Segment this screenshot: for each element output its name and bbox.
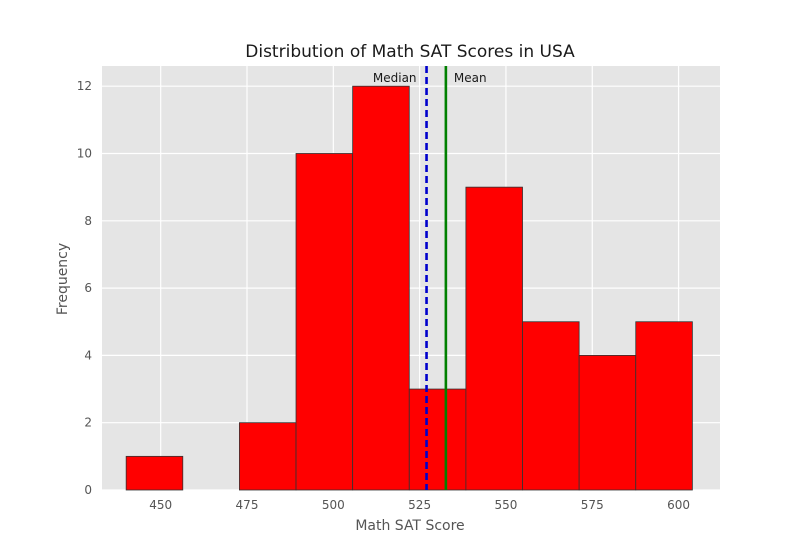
x-tick-label: 450 [149,498,172,512]
y-tick-label: 4 [84,348,92,362]
x-tick-label: 500 [322,498,345,512]
y-tick-label: 6 [84,281,92,295]
y-tick-label: 0 [84,483,92,497]
x-tick-label: 575 [581,498,604,512]
mean-label: Mean [454,71,487,85]
histogram-bar [352,85,410,491]
median-label: Median [373,71,417,85]
bars [125,85,693,491]
histogram-bar [408,388,467,491]
y-tick-label: 12 [77,79,92,93]
y-axis-label: Frequency [55,243,71,315]
x-axis-label: Math SAT Score [355,518,464,534]
x-tick-label: 525 [408,498,431,512]
y-axis-ticks: 0 2 4 6 8 10 12 [77,79,92,497]
histogram-bar [578,354,637,491]
reference-lines: Median Mean [373,66,487,490]
histogram-bar [522,321,580,491]
histogram-bar [465,186,523,491]
x-axis-ticks: 450 475 500 525 550 575 600 [149,498,690,512]
histogram-bar [239,422,297,491]
y-tick-label: 8 [84,214,92,228]
chart-title: Distribution of Math SAT Scores in USA [245,42,575,62]
y-tick-label: 2 [84,416,92,430]
histogram-bar [125,455,184,491]
x-tick-label: 600 [667,498,690,512]
x-tick-label: 475 [236,498,259,512]
x-tick-label: 550 [494,498,517,512]
histogram-bar [295,153,354,491]
y-tick-label: 10 [77,146,92,160]
histogram-bar [635,321,693,491]
